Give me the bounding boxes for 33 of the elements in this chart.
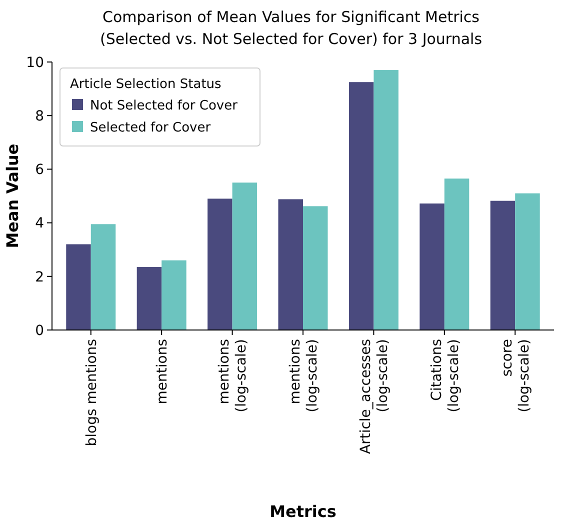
bar [490, 200, 516, 330]
y-tick-label: 4 [35, 216, 44, 232]
x-tick-label: score (log-scale) [500, 339, 533, 412]
x-tick-label: mentions (log-scale) [287, 339, 320, 412]
bar [66, 244, 91, 330]
bar [348, 82, 374, 330]
x-tick-label: blogs mentions [84, 339, 100, 446]
legend-label: Selected for Cover [90, 120, 212, 136]
bar [136, 267, 162, 330]
legend-label: Not Selected for Cover [90, 98, 238, 114]
y-tick-label: 0 [35, 322, 44, 339]
y-tick-label: 10 [26, 54, 44, 71]
bar [444, 178, 470, 330]
x-tick-label: mentions [154, 339, 170, 404]
x-axis-title: Metrics [270, 502, 336, 521]
bar [420, 204, 444, 330]
bar [232, 182, 258, 330]
bar [374, 70, 398, 330]
legend-title: Article Selection Status [70, 77, 222, 92]
x-tick-label: mentions (log-scale) [216, 339, 250, 412]
chart-title: Comparison of Mean Values for Significant Metrics (Selected vs. Not Selected for Cover) for 3 Journals [100, 8, 482, 48]
y-tick-label: 2 [35, 269, 44, 286]
bar [208, 198, 232, 330]
bar [515, 193, 540, 330]
bar [162, 260, 186, 330]
y-tick-label: 6 [35, 162, 44, 178]
bar [303, 206, 328, 330]
y-axis-title: Mean Value [3, 144, 22, 248]
bar [278, 199, 303, 330]
x-tick-label: Citations (log-scale) [428, 339, 462, 412]
y-tick-label: 8 [35, 108, 44, 124]
x-tick-label: Article_accesses (log-scale) [358, 339, 392, 454]
bar [90, 224, 116, 330]
